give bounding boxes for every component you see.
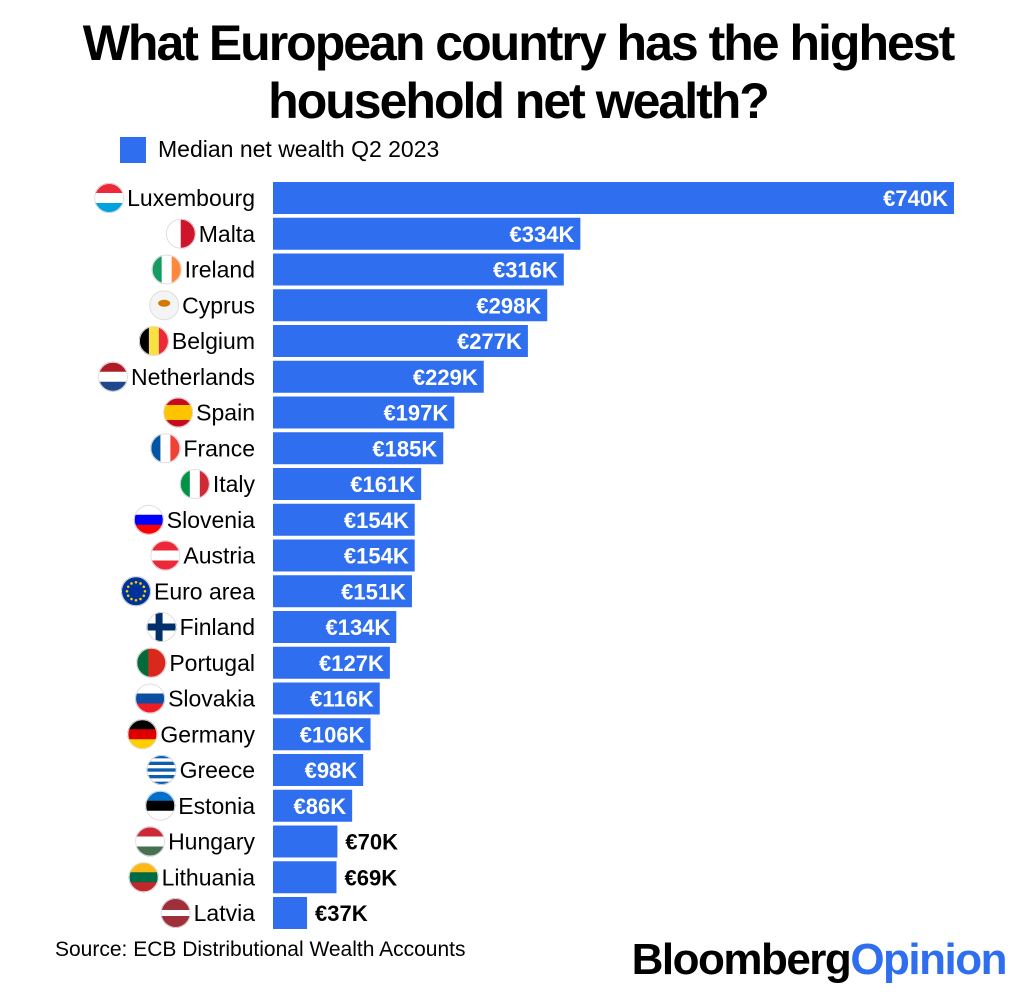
category-label: Ireland (185, 257, 255, 283)
value-label: €298K (476, 293, 541, 318)
category-label: Germany (160, 721, 255, 747)
bar-slovenia (273, 503, 415, 536)
category-label: Estonia (178, 793, 255, 819)
greece-flag-icon (146, 755, 177, 785)
category-label: Cyprus (182, 292, 255, 318)
bar-estonia (273, 789, 353, 822)
value-label: €334K (510, 222, 575, 247)
bar-belgium (273, 325, 528, 357)
bar-france (273, 432, 444, 465)
category-label: Slovakia (168, 686, 255, 712)
category-label: Netherlands (131, 364, 255, 390)
brand-bloomberg: Bloomberg (631, 935, 852, 984)
value-label: €86K (294, 794, 347, 819)
source-note: Source: ECB Distributional Wealth Accoun… (55, 938, 466, 961)
france-flag-icon (150, 433, 181, 464)
bar-spain (273, 396, 455, 429)
category-label: Portugal (169, 650, 255, 676)
chart-title: What European country has the highest ho… (82, 15, 956, 129)
category-label: France (183, 435, 255, 461)
value-label: €70K (345, 830, 398, 855)
value-label: €116K (310, 687, 374, 712)
category-label: Austria (183, 543, 255, 569)
portugal-flag-icon (136, 647, 167, 678)
bar-finland (273, 611, 397, 643)
value-label: €740K (883, 186, 948, 211)
bar-latvia (273, 897, 308, 929)
category-label: Lithuania (162, 864, 256, 890)
malta-flag-icon (165, 218, 196, 249)
slovakia-flag-icon (135, 683, 166, 714)
cyprus-flag-icon (149, 290, 180, 321)
category-label: Euro area (154, 578, 255, 604)
bar-germany (273, 718, 371, 751)
belgium-flag-icon (138, 326, 169, 356)
value-label: €69K (344, 865, 397, 890)
value-label: €134K (325, 615, 390, 640)
category-label: Italy (213, 471, 256, 497)
category-label: Hungary (168, 829, 255, 855)
brand-logo: BloombergOpinion (631, 935, 1008, 985)
value-label: €37K (315, 901, 368, 926)
category-label: Spain (196, 400, 255, 426)
latvia-flag-icon (160, 898, 191, 928)
lithuania-flag-icon (128, 862, 159, 893)
value-label: €229K (413, 365, 478, 390)
legend: Median net wealth Q2 2023 (120, 136, 439, 163)
bar-luxembourg (273, 182, 954, 214)
value-label: €106K (300, 722, 365, 747)
value-label: €277K (457, 329, 522, 354)
italy-flag-icon (179, 469, 210, 499)
bar-ireland (273, 253, 564, 286)
value-label: €151K (341, 579, 406, 604)
value-label: €316K (493, 258, 558, 283)
category-label: Luxembourg (127, 185, 255, 211)
germany-flag-icon (127, 719, 158, 750)
category-label: Slovenia (167, 507, 255, 533)
bar-lithuania (273, 861, 337, 894)
value-label: €127K (319, 651, 384, 676)
bar-italy (273, 468, 422, 500)
brand-opinion: Opinion (850, 935, 1007, 984)
ireland-flag-icon (151, 254, 182, 285)
bar-hungary (273, 825, 338, 858)
netherlands-flag-icon (97, 361, 128, 392)
finland-flag-icon (146, 612, 177, 642)
value-label: €98K (305, 758, 358, 783)
bar-cyprus (273, 289, 548, 322)
value-label: €154K (344, 544, 409, 569)
bar-chart: €740K Luxembourg €334K Malta €316K Ireland €29… (94, 182, 954, 929)
value-label: €154K (344, 508, 409, 533)
category-label: Latvia (194, 900, 256, 926)
value-label: €185K (372, 436, 437, 461)
estonia-flag-icon (145, 790, 176, 821)
eu-flag-icon (120, 576, 151, 607)
bar-slovakia (273, 682, 380, 715)
category-label: Finland (180, 614, 255, 640)
value-label: €197K (383, 401, 448, 426)
legend-label: Median net wealth Q2 2023 (158, 136, 440, 162)
austria-flag-icon (150, 540, 181, 571)
bar-portugal (273, 646, 390, 679)
value-label: €161K (350, 472, 415, 497)
bar-malta (273, 217, 581, 250)
bar-austria (273, 539, 415, 572)
category-label: Malta (199, 221, 255, 247)
category-label: Greece (180, 757, 255, 783)
bar-netherlands (273, 360, 484, 393)
category-label: Belgium (172, 328, 255, 354)
legend-swatch (120, 136, 146, 163)
luxembourg-flag-icon (94, 183, 125, 213)
bar-greece (273, 754, 364, 786)
hungary-flag-icon (135, 826, 166, 857)
spain-flag-icon (163, 397, 194, 428)
bar-euro-area (273, 575, 412, 608)
slovenia-flag-icon (133, 504, 164, 535)
